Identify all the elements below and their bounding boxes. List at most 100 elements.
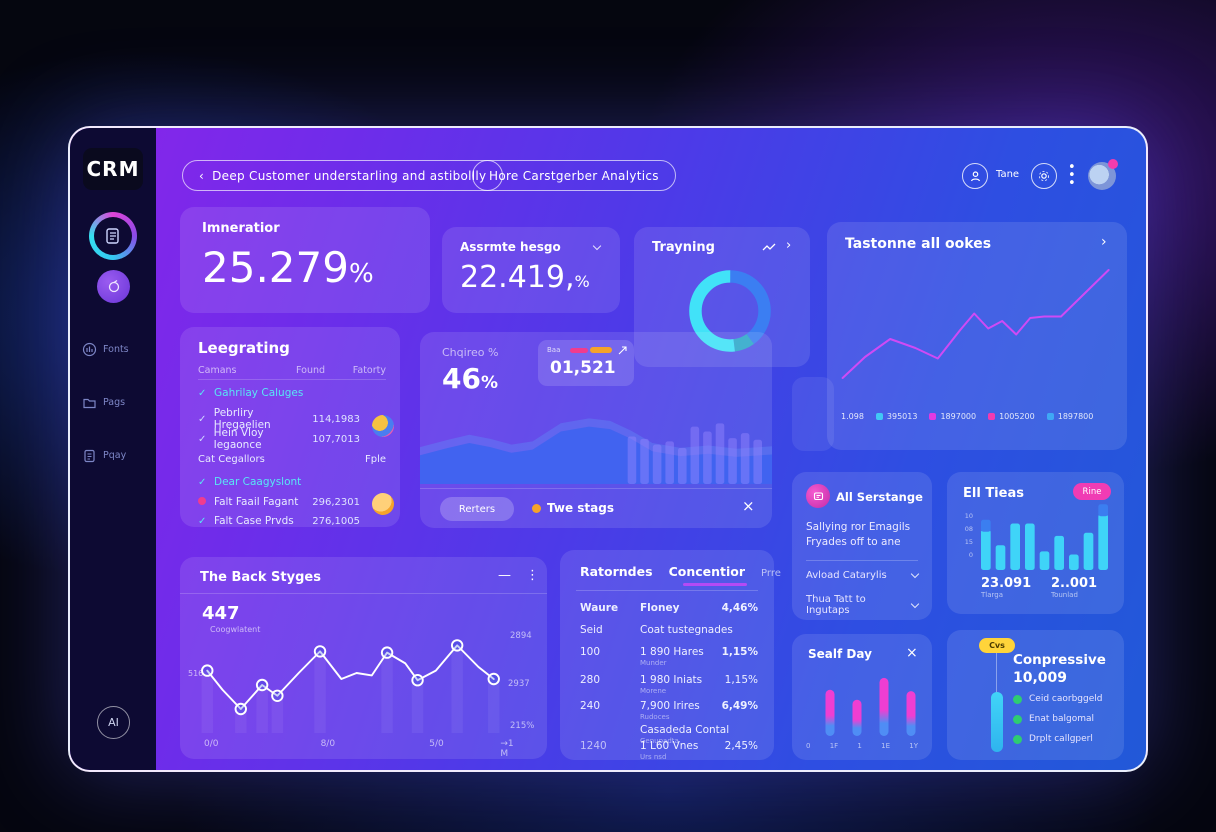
close-icon[interactable]: × <box>906 645 918 661</box>
tab-prre[interactable]: Prre <box>761 568 781 579</box>
stat-block: 2..001 Tounlad <box>1051 576 1098 599</box>
serstange-card: All Serstange Sallying ror Emagils Fryad… <box>792 472 932 620</box>
kebab-menu-icon[interactable]: ⋮ <box>526 568 539 583</box>
back-arrow-icon[interactable]: ‹ <box>199 168 205 183</box>
green-dot-icon <box>1013 694 1022 704</box>
legend-item: 395013 <box>875 412 917 421</box>
metric-value: 46% <box>442 362 499 395</box>
engagement-area-chart <box>420 418 772 484</box>
check-icon: ✓ <box>198 433 207 445</box>
badge-connector-line <box>996 653 997 693</box>
card-title: Tastonne all ookes <box>845 236 992 252</box>
chevron-down-icon <box>910 599 920 608</box>
divider <box>806 560 918 561</box>
conpressive-card: Cvs Conpressive 10,009 Ceid caorbggeld E… <box>947 630 1124 760</box>
arrow-right-icon[interactable]: › <box>786 238 792 253</box>
list-item[interactable]: ✓ Hein Vloy Iegaonce 107,7013 <box>198 427 360 451</box>
list-item[interactable]: ✓ Dear Caagyslont <box>198 476 302 488</box>
list-item[interactable]: ✓ Falt Case Prvds 276,1005 <box>198 515 360 527</box>
trayning-donut-chart <box>689 270 771 352</box>
crm-logo: CRM <box>83 148 143 190</box>
minimize-icon[interactable]: — <box>498 568 511 583</box>
divider <box>198 379 386 380</box>
y-axis-labels: 10 08 15 0 <box>964 512 973 559</box>
crm-app-window: CRM Font <box>68 126 1148 772</box>
sidebar-item-label: Fonts <box>103 343 129 355</box>
legend-swatch <box>929 413 937 420</box>
axis-label-right: 2894 <box>510 631 532 641</box>
send-icon <box>618 346 627 355</box>
sidebar-item-orb[interactable] <box>97 270 130 303</box>
list-item[interactable]: ✓ Pebrliry Hregaelien 114,1983 <box>198 407 360 431</box>
cvs-badge[interactable]: Cvs <box>979 638 1015 653</box>
tastonne-line-chart <box>841 269 1110 379</box>
document-icon <box>106 228 119 244</box>
sidebar-item-dashboard[interactable] <box>89 212 137 260</box>
rine-badge[interactable]: Rine <box>1073 483 1111 500</box>
sidebar-item-pqay[interactable]: Pqay <box>82 444 154 466</box>
divider <box>576 590 758 591</box>
backstyges-card: The Back Styges — ⋮ 447 Coogwlatent 516 … <box>180 557 547 759</box>
ai-badge-label: AI <box>108 716 119 729</box>
card-title: Sealf Day <box>808 647 872 661</box>
kpi-value: 25.279% <box>202 243 374 292</box>
profile-icon-button[interactable] <box>962 163 988 189</box>
analytics-pill[interactable]: Hore Carstgerber Analytics <box>472 160 676 191</box>
check-icon: ✓ <box>198 387 207 399</box>
card-title: The Back Styges <box>200 570 321 585</box>
more-options-icon[interactable]: • • • <box>1068 160 1076 191</box>
chart-legend: 1.098 395013 1897000 1005200 1897800 <box>841 412 1117 421</box>
metric-label: Chqireo % <box>442 346 499 359</box>
check-icon: ✓ <box>198 413 207 425</box>
ai-assistant-button[interactable]: AI <box>97 706 130 739</box>
category-dropdown[interactable]: Avload Catarylis <box>806 569 920 581</box>
folder-icon <box>83 398 96 408</box>
chevron-down-icon[interactable] <box>592 241 602 251</box>
list-item[interactable]: Falt Faail Fagant 296,2301 <box>198 496 386 508</box>
sidebar-item-fonts[interactable]: Fonts <box>82 338 154 360</box>
swirl-icon <box>108 279 119 292</box>
list-item[interactable]: ✓ Gahrilay Caluges <box>198 387 304 399</box>
laptop-dropdown[interactable]: Thua Tatt to Ingutaps <box>806 594 920 616</box>
green-dot-icon <box>1013 714 1022 724</box>
card-title: Leegrating <box>198 339 290 357</box>
sidebar-item-label: Pqay <box>103 449 127 461</box>
kpi-value: 22.419,% <box>460 260 590 295</box>
divider <box>420 488 772 489</box>
trend-icon[interactable] <box>762 242 776 254</box>
user-avatar[interactable] <box>1088 159 1118 190</box>
legend-item: 1005200 <box>988 412 1035 421</box>
avatar <box>372 415 394 437</box>
card-title: All Serstange <box>836 490 923 504</box>
active-tab-underline <box>682 583 748 586</box>
list-item: Drplt callgperl <box>1013 734 1093 744</box>
person-icon <box>970 170 980 181</box>
chevron-down-icon <box>910 569 920 579</box>
rerters-button[interactable]: Rerters <box>440 497 514 521</box>
engagement-card: Chqireo % 46% Baa 01,521 Rerters Twe sta… <box>420 332 772 528</box>
tab-ratorndes[interactable]: Ratorndes <box>580 564 653 579</box>
close-icon[interactable]: × <box>742 497 755 515</box>
tab-concentior[interactable]: Concentior <box>669 564 748 586</box>
badge-value: 01,521 <box>550 358 616 378</box>
notification-dot <box>1108 159 1118 169</box>
arrow-right-icon[interactable]: › <box>1101 234 1107 250</box>
breadcrumb-search-pill[interactable]: ‹ Deep Customer understarling and astibo… <box>182 160 504 191</box>
check-icon: ✓ <box>198 515 207 527</box>
divider <box>180 593 547 594</box>
sidebar-item-pags[interactable]: Pags <box>82 391 154 413</box>
kpi-value: 10,009 <box>1013 670 1068 686</box>
ratorndes-card: Ratorndes Concentior Prre Waure Floney 4… <box>560 550 781 761</box>
metric-badge[interactable]: Baa 01,521 <box>538 340 634 386</box>
axis-label-right: 215% <box>510 721 535 731</box>
settings-icon-button[interactable] <box>1031 163 1057 189</box>
sealfday-bar-chart <box>825 677 916 736</box>
breadcrumb-text: Deep Customer understarling and astiboll… <box>212 168 487 183</box>
avatar <box>372 493 394 515</box>
tab-bar: Ratorndes Concentior Prre <box>580 564 781 586</box>
trayning-card: Trayning › <box>634 227 810 367</box>
cyan-bar-indicator <box>991 692 1003 752</box>
stat-block: 23.091 Tlarga <box>981 576 1032 599</box>
clipboard-icon <box>84 449 95 462</box>
